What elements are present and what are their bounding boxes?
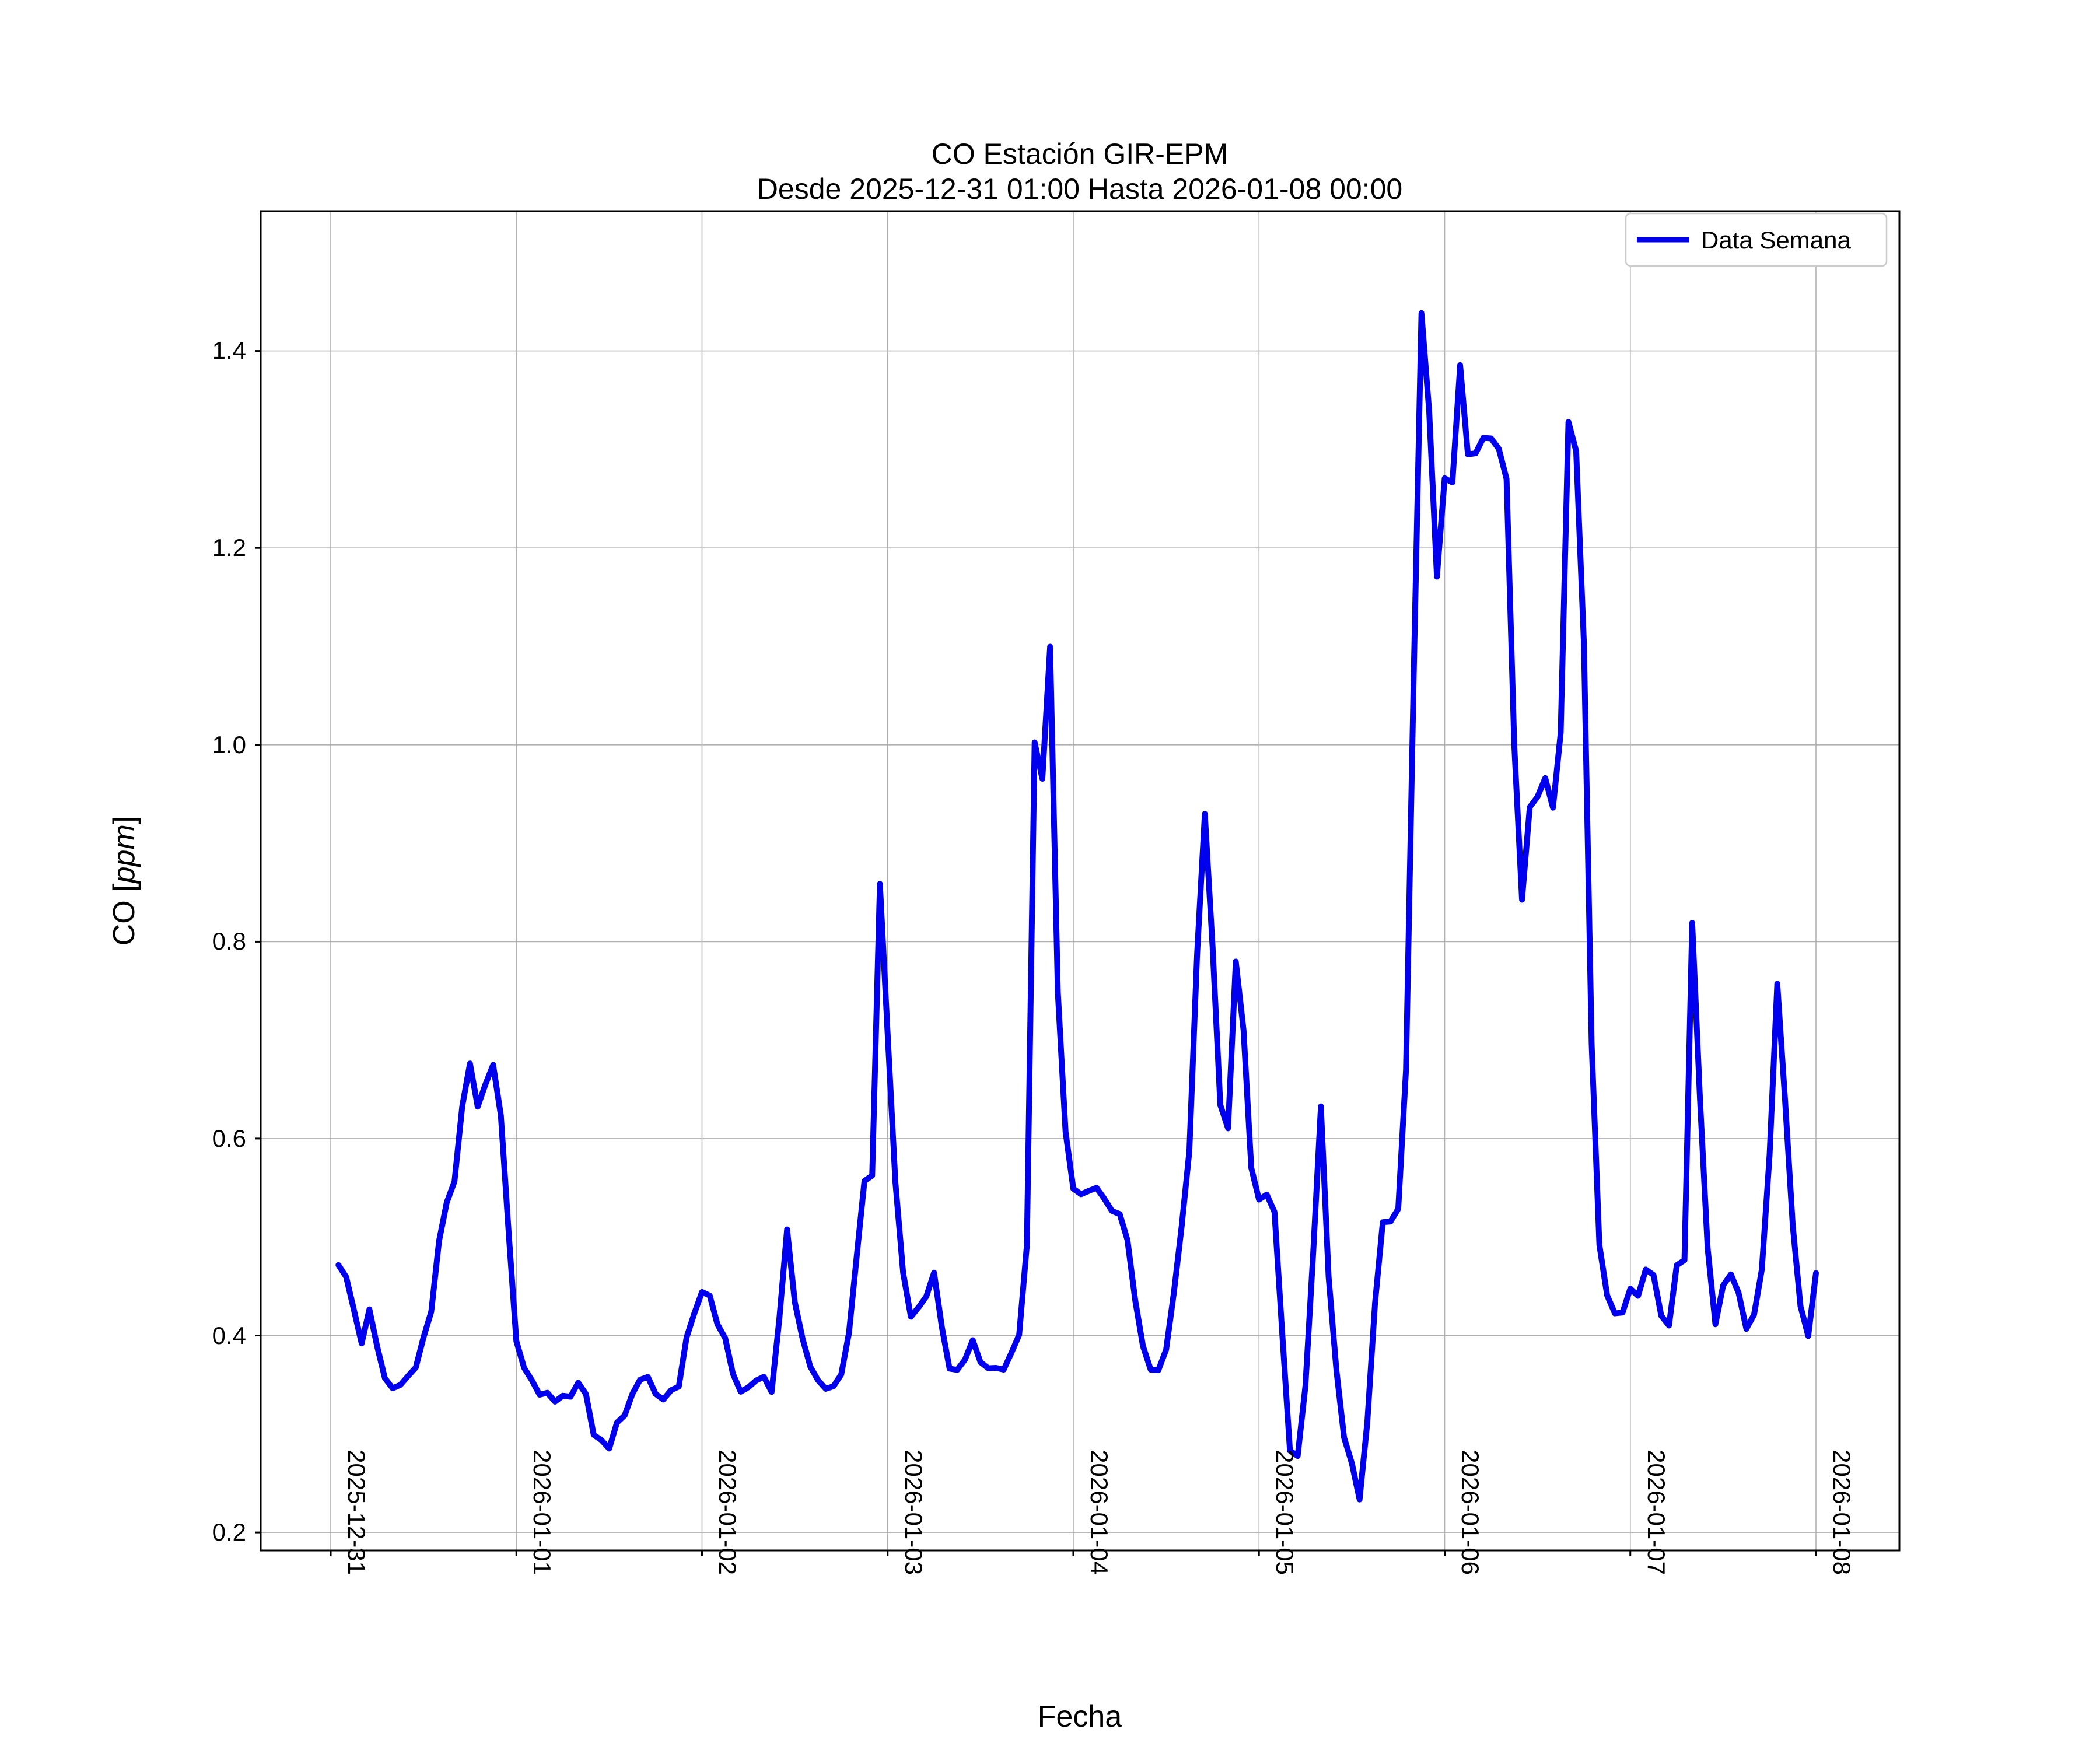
svg-text:1.0: 1.0	[212, 731, 246, 758]
svg-text:2026-01-03: 2026-01-03	[900, 1450, 928, 1575]
svg-text:Data Semana: Data Semana	[1701, 226, 1851, 254]
svg-text:0.2: 0.2	[212, 1518, 246, 1546]
svg-text:2026-01-02: 2026-01-02	[714, 1450, 741, 1575]
svg-text:1.2: 1.2	[212, 534, 246, 561]
svg-text:1.4: 1.4	[212, 337, 246, 364]
svg-text:0.8: 0.8	[212, 928, 246, 955]
svg-text:Fecha: Fecha	[1038, 1700, 1122, 1734]
svg-text:CO [ppm]: CO [ppm]	[107, 816, 141, 946]
svg-text:2026-01-05: 2026-01-05	[1271, 1450, 1298, 1575]
svg-text:2026-01-06: 2026-01-06	[1457, 1450, 1484, 1575]
svg-text:2026-01-07: 2026-01-07	[1643, 1450, 1670, 1575]
svg-text:0.6: 0.6	[212, 1125, 246, 1152]
svg-text:0.4: 0.4	[212, 1322, 246, 1349]
svg-text:2026-01-08: 2026-01-08	[1828, 1450, 1856, 1575]
svg-text:CO Estación GIR-EPM: CO Estación GIR-EPM	[932, 138, 1228, 170]
svg-text:2025-12-31: 2025-12-31	[343, 1450, 370, 1575]
svg-text:Desde 2025-12-31 01:00 Hasta 2: Desde 2025-12-31 01:00 Hasta 2026-01-08 …	[757, 173, 1402, 205]
svg-text:2026-01-04: 2026-01-04	[1086, 1450, 1113, 1575]
svg-text:2026-01-01: 2026-01-01	[528, 1450, 556, 1575]
